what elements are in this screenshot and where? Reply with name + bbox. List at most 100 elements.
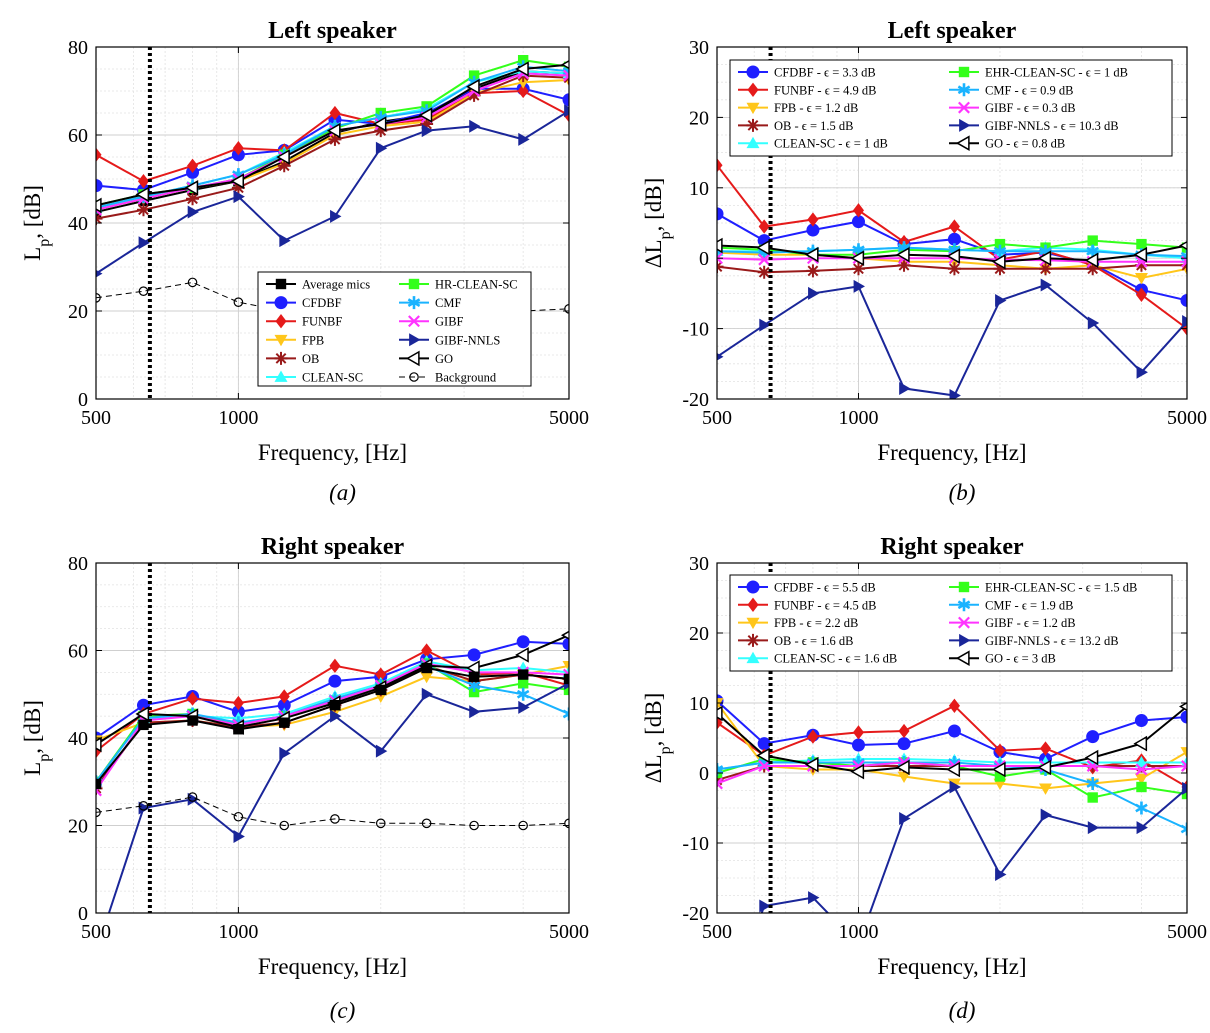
- series-cfdbf-point: [516, 635, 530, 649]
- legend-item-go: GO - ϵ = 0.8 dB: [949, 135, 1065, 151]
- legend-gibf-marker: [958, 616, 970, 629]
- series-go-point: [1037, 250, 1052, 266]
- legend-label: Average mics: [302, 278, 370, 292]
- y-tick-label: 40: [68, 728, 88, 750]
- legend-ob-marker: [746, 633, 760, 647]
- series-funbf-point: [994, 743, 1006, 758]
- series-gibf-point: [758, 253, 771, 266]
- series-gibf-nnls-point: [949, 780, 961, 794]
- series-go-point: [804, 756, 819, 773]
- legend-hr-clean-sc-marker: [958, 581, 970, 593]
- series-cfdbf-point: [231, 705, 245, 719]
- series-funbf-point: [232, 695, 244, 711]
- series-ob-point: [851, 262, 865, 276]
- legend-funbf-marker: [747, 597, 759, 612]
- series-average-mics-point: [329, 699, 341, 711]
- x-tick-label: 5000: [549, 407, 589, 429]
- series-average-mics-point: [233, 724, 244, 735]
- series-go-point: [896, 246, 910, 263]
- series-background-point: [233, 811, 244, 822]
- legend-hr-clean-sc-marker: [408, 278, 420, 290]
- legend-label: CFDBF: [302, 296, 342, 310]
- series-go-point: [466, 78, 480, 95]
- series-funbf-point: [758, 219, 770, 234]
- legend-label: Background: [435, 371, 497, 385]
- series-go-point: [276, 149, 290, 165]
- legend-label: EHR-CLEAN-SC - ϵ = 1.5 dB: [985, 581, 1137, 595]
- series-funbf-point: [948, 219, 960, 234]
- series-gibf-nnls-point: [375, 744, 388, 758]
- series-background-point: [330, 814, 340, 824]
- x-tick-label: 1000: [218, 921, 258, 943]
- legend-item-gibf-nnls: GIBF-NNLS - ϵ = 10.3 dB: [949, 119, 1119, 133]
- series-fpb-point: [1134, 773, 1148, 786]
- series-go-point: [230, 173, 245, 189]
- panel-caption: (b): [949, 480, 976, 505]
- series-gibf-nnls-point: [233, 829, 245, 843]
- y-axis-label: ΔLp, [dB]: [641, 178, 674, 269]
- series-layer: [96, 55, 569, 316]
- series-hr-clean-sc-point: [1181, 788, 1187, 800]
- legend-item-fpb: FPB - ϵ = 1.2 dB: [738, 101, 858, 115]
- legend: CFDBF - ϵ = 5.5 dB EHR-CLEAN-SC - ϵ = 1.5…: [729, 574, 1173, 672]
- series-cfdbf-point: [562, 637, 569, 651]
- y-tick-label: 20: [68, 301, 88, 323]
- legend-fpb-marker: [274, 334, 288, 347]
- legend-label: OB: [302, 352, 319, 366]
- series-gibf-nnls-point: [899, 381, 911, 395]
- series-funbf-point: [232, 141, 244, 156]
- series-go-point: [1133, 246, 1148, 263]
- series-cfdbf-point: [277, 698, 291, 712]
- series-go-point: [991, 761, 1006, 778]
- series-funbf-point: [375, 667, 387, 682]
- y-axis-label: Lp, [dB]: [20, 185, 53, 261]
- x-axis-label: Frequency, [Hz]: [877, 440, 1026, 465]
- series-ob-point: [136, 203, 150, 217]
- series-cmf-point: [993, 244, 1007, 258]
- series-funbf-point: [187, 158, 199, 173]
- series-gibf-nnls-point: [233, 190, 245, 204]
- series-go-point: [372, 116, 387, 132]
- series-background-point: [421, 818, 432, 829]
- legend-cmf-marker: [407, 296, 421, 310]
- legend-clean-sc-marker: [746, 651, 760, 664]
- series-average-mics-point: [375, 684, 386, 696]
- legend-label: HR-CLEAN-SC: [435, 278, 518, 292]
- legend-item-cmf: CMF - ϵ = 1.9 dB: [949, 598, 1074, 612]
- legend-label: GIBF-NNLS - ϵ = 10.3 dB: [985, 119, 1119, 133]
- series-fpb-point: [717, 698, 724, 710]
- series-gibf-nnls: [107, 676, 569, 913]
- legend-go-marker: [955, 135, 970, 151]
- series-gibf-nnls-point: [564, 104, 569, 118]
- legend-gibf-nnls-marker: [409, 333, 421, 347]
- x-tick-label: 500: [702, 921, 732, 943]
- series-clean-sc-point: [1134, 756, 1148, 768]
- legend-item-clean-sc: CLEAN-SC - ϵ = 1.6 dB: [738, 651, 897, 666]
- legend-item-cfdbf: CFDBF - ϵ = 5.5 dB: [738, 580, 876, 595]
- series-cmf-point: [1086, 777, 1099, 790]
- legend-item-ob: OB - ϵ = 1.6 dB: [738, 633, 853, 648]
- legend-label: OB - ϵ = 1.6 dB: [774, 634, 853, 648]
- series-gibf-nnls-point: [1040, 808, 1053, 822]
- series-cfdbf-point: [96, 179, 103, 193]
- series-go-point: [1037, 759, 1052, 776]
- series-average-mics-point: [421, 662, 432, 674]
- series-gibf-nnls-point: [995, 868, 1007, 881]
- series-gibf-nnls-point: [469, 119, 481, 133]
- series-fpb-point: [1134, 273, 1148, 285]
- legend-label: CMF: [435, 296, 461, 310]
- legend: CFDBF - ϵ = 3.3 dB EHR-CLEAN-SC - ϵ = 1 d…: [729, 59, 1173, 157]
- legend-hr-clean-sc-marker: [958, 66, 970, 78]
- series-hr-clean-sc-point: [1136, 781, 1147, 793]
- legend-item-hr-clean-sc: EHR-CLEAN-SC - ϵ = 1.5 dB: [949, 581, 1137, 595]
- y-tick-label: 10: [689, 178, 709, 200]
- legend-go-marker: [405, 350, 420, 367]
- series-gibf-nnls-point: [1182, 781, 1187, 795]
- legend-item-background: Background: [399, 371, 497, 385]
- series-gibf-point: [758, 760, 771, 772]
- panel-b: 500 1000 5000 -20 -10 0 10 20 30 Left speaker Freq…: [641, 18, 1207, 505]
- panel-caption: (d): [949, 998, 976, 1023]
- series-go-point: [1178, 240, 1187, 251]
- y-axis-label: Lp, [dB]: [20, 700, 53, 776]
